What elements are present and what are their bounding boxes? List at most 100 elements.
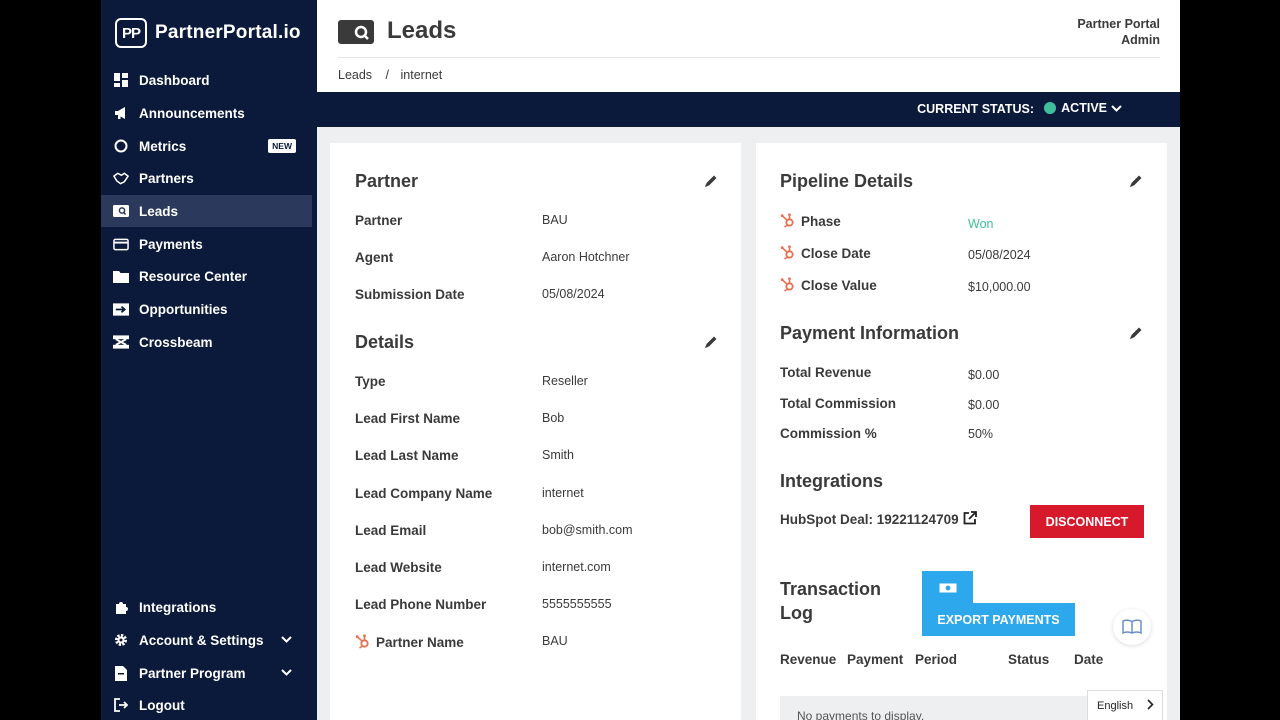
sidebar-item-label: Opportunities: [139, 301, 228, 317]
sidebar-item-partners[interactable]: Partners: [101, 162, 312, 194]
commission-percent-label: Commission %: [780, 426, 877, 441]
hubspot-icon: [780, 213, 795, 228]
sidebar-item-payments[interactable]: Payments: [101, 228, 312, 260]
leads-icon: [113, 203, 129, 219]
pipeline-section-title: Pipeline Details: [780, 171, 914, 191]
help-book-button[interactable]: [1113, 609, 1151, 645]
app-logo[interactable]: PP PartnerPortal.io: [115, 18, 301, 48]
lead-website-value: internet.com: [542, 560, 611, 574]
breadcrumb-leads[interactable]: Leads: [338, 68, 373, 82]
partner-name-label-text: Partner Name: [376, 635, 464, 650]
empty-state-message: No payments to display.: [780, 696, 1142, 720]
sidebar-item-label: Partner Program: [139, 665, 246, 681]
submission-date-value: 05/08/2024: [542, 287, 605, 301]
money-icon[interactable]: [922, 571, 973, 604]
lead-website-label: Lead Website: [355, 560, 442, 575]
lead-company-name-value: internet: [542, 486, 584, 500]
lead-last-name-label: Lead Last Name: [355, 448, 459, 463]
edit-partner-icon[interactable]: [704, 174, 718, 188]
lead-email-value: bob@smith.com: [542, 523, 633, 537]
language-selector[interactable]: English: [1087, 690, 1163, 720]
edit-payment-icon[interactable]: [1129, 326, 1143, 340]
sidebar-item-integrations[interactable]: Integrations: [101, 591, 312, 623]
sidebar-item-label: Logout: [139, 697, 185, 713]
close-value-label-text: Close Value: [801, 278, 877, 293]
user-role: Admin: [1121, 33, 1160, 47]
sidebar-item-opportunities[interactable]: Opportunities: [101, 293, 312, 325]
transaction-log-title-line2: Log: [780, 603, 813, 623]
status-label: CURRENT STATUS:: [917, 102, 1034, 116]
agent-label: Agent: [355, 250, 394, 265]
sidebar-item-crossbeam[interactable]: Crossbeam: [101, 326, 312, 358]
edit-details-icon[interactable]: [704, 335, 718, 349]
new-badge: NEW: [268, 139, 296, 153]
type-label: Type: [355, 374, 386, 389]
lead-company-name-label: Lead Company Name: [355, 486, 493, 501]
breadcrumb-separator: /: [385, 68, 390, 82]
chevron-down-icon: [1111, 101, 1122, 115]
column-header-period[interactable]: Period: [915, 652, 958, 667]
sidebar-item-label: Dashboard: [139, 72, 210, 88]
column-header-revenue[interactable]: Revenue: [780, 652, 837, 667]
opportunities-icon: [113, 301, 129, 317]
gear-icon: [113, 632, 129, 648]
app-frame: PP PartnerPortal.io Dashboard Announceme…: [101, 0, 1180, 720]
sidebar-item-logout[interactable]: Logout: [101, 689, 312, 720]
close-date-label-text: Close Date: [801, 246, 871, 261]
transaction-log-title: Transaction Log: [780, 577, 881, 625]
disconnect-button[interactable]: DISCONNECT: [1030, 505, 1144, 538]
lead-first-name-label: Lead First Name: [355, 411, 461, 426]
logo-text: PartnerPortal.io: [155, 22, 301, 43]
column-header-status[interactable]: Status: [1008, 652, 1050, 667]
dashboard-icon: [113, 72, 129, 88]
user-name: Partner Portal: [1077, 17, 1160, 31]
pipeline-card: Pipeline Details Phase Won Close Date 05…: [756, 143, 1167, 720]
sidebar-item-resource-center[interactable]: Resource Center: [101, 260, 312, 292]
type-value: Reseller: [542, 374, 588, 388]
sidebar-item-partner-program[interactable]: Partner Program: [101, 657, 312, 689]
header-divider: [338, 57, 1160, 58]
page-header: Leads Partner Portal Admin Leads / inter…: [317, 0, 1180, 92]
sidebar-item-label: Integrations: [139, 599, 217, 615]
transaction-log-title-line1: Transaction: [780, 579, 882, 599]
phase-label-text: Phase: [801, 214, 841, 229]
sidebar-item-announcements[interactable]: Announcements: [101, 97, 312, 129]
user-info[interactable]: Partner Portal Admin: [1077, 16, 1160, 48]
lead-first-name-value: Bob: [542, 411, 565, 425]
payment-section-title: Payment Information: [780, 323, 960, 343]
column-header-date[interactable]: Date: [1074, 652, 1104, 667]
sidebar-item-dashboard[interactable]: Dashboard: [101, 64, 312, 96]
hubspot-icon: [780, 277, 795, 292]
partner-value: BAU: [542, 213, 568, 227]
sidebar-item-label: Metrics: [139, 138, 187, 154]
submission-date-label: Submission Date: [355, 287, 465, 302]
total-commission-label: Total Commission: [780, 396, 897, 411]
sidebar-item-metrics[interactable]: Metrics NEW: [101, 130, 312, 162]
document-icon: [113, 665, 129, 681]
partner-section-title: Partner: [355, 171, 419, 191]
lead-phone-number-label: Lead Phone Number: [355, 597, 487, 612]
export-payments-button[interactable]: EXPORT PAYMENTS: [922, 603, 1075, 636]
sidebar-item-leads[interactable]: Leads: [101, 195, 312, 227]
hubspot-deal-link[interactable]: HubSpot Deal: 19221124709: [780, 511, 977, 528]
sidebar-item-label: Crossbeam: [139, 334, 213, 350]
sidebar: PP PartnerPortal.io Dashboard Announceme…: [101, 0, 317, 720]
credit-card-icon: [113, 236, 129, 252]
total-revenue-value: $0.00: [968, 368, 1000, 382]
sidebar-item-account-settings[interactable]: Account & Settings: [101, 624, 312, 656]
total-revenue-label: Total Revenue: [780, 365, 872, 380]
hubspot-deal-text: HubSpot Deal: 19221124709: [780, 512, 959, 527]
sidebar-item-label: Payments: [139, 236, 203, 252]
status-dropdown[interactable]: ACTIVE: [1061, 101, 1122, 115]
puzzle-icon: [113, 599, 129, 615]
sidebar-item-label: Partners: [139, 170, 194, 186]
handshake-icon: [113, 170, 129, 186]
sidebar-item-label: Leads: [139, 203, 179, 219]
lead-phone-number-value: 5555555555: [542, 597, 612, 611]
column-header-payment[interactable]: Payment: [847, 652, 904, 667]
commission-percent-value: 50%: [968, 427, 994, 441]
partner-label: Partner: [355, 213, 403, 228]
hubspot-icon: [355, 634, 370, 649]
lead-email-label: Lead Email: [355, 523, 427, 538]
edit-pipeline-icon[interactable]: [1129, 174, 1143, 188]
